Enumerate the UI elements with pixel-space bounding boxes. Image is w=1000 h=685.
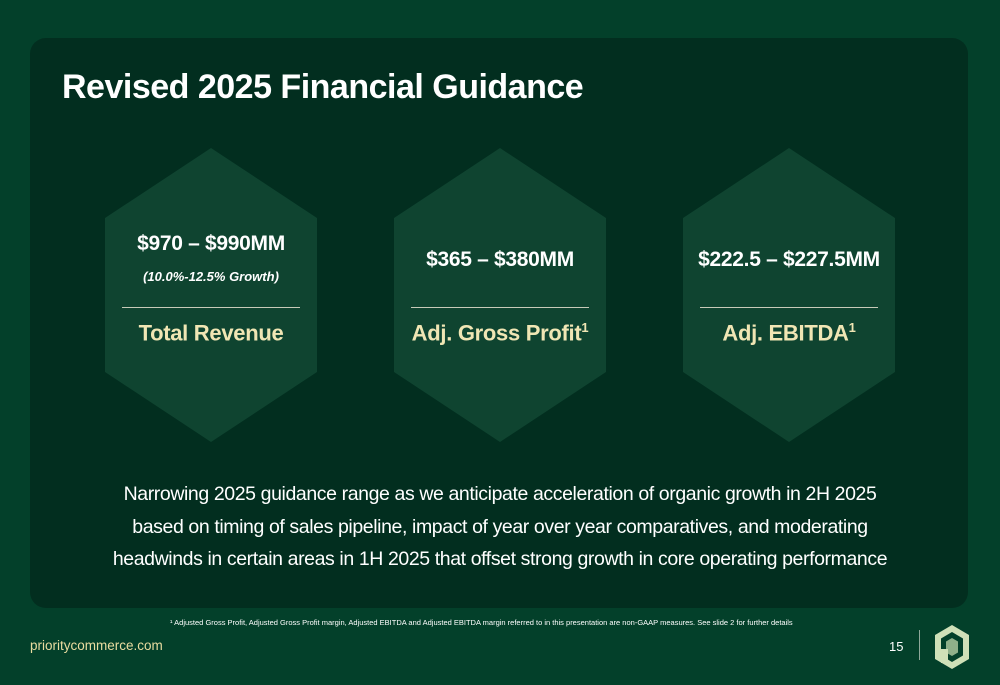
hexagon-shape — [394, 148, 606, 442]
card-subtext: (10.0%-12.5% Growth) — [143, 269, 279, 284]
priority-logo-icon — [935, 625, 969, 669]
guidance-narrative: Narrowing 2025 guidance range as we anti… — [60, 478, 940, 576]
guidance-card-revenue: $970 – $990MM (10.0%-12.5% Growth) Total… — [105, 148, 317, 442]
narrative-line: headwinds in certain areas in 1H 2025 th… — [112, 548, 888, 570]
footnote-mark: 1 — [581, 320, 589, 335]
card-value: $222.5 – $227.5MM — [698, 248, 880, 271]
hexagon-shape — [105, 148, 317, 442]
guidance-card-ebitda: $222.5 – $227.5MM Adj. EBITDA1 — [683, 148, 895, 442]
footnote-text: ¹ Adjusted Gross Profit, Adjusted Gross … — [170, 618, 793, 627]
card-metric-label: Total Revenue — [138, 320, 284, 346]
card-metric-label: Adj. EBITDA1 — [722, 320, 856, 346]
slide-title: Revised 2025 Financial Guidance — [62, 68, 584, 106]
card-value: $365 – $380MM — [426, 248, 574, 271]
card-value: $970 – $990MM — [137, 232, 285, 255]
card-metric-label: Adj. Gross Profit1 — [411, 320, 589, 346]
narrative-line: based on timing of sales pipeline, impac… — [132, 515, 868, 538]
card-divider — [700, 307, 878, 308]
card-divider — [411, 307, 589, 308]
website-link[interactable]: prioritycommerce.com — [30, 638, 163, 653]
footnote-mark: 1 — [848, 320, 856, 335]
page-number: 15 — [889, 639, 904, 654]
footer-divider — [919, 630, 920, 660]
narrative-line: Narrowing 2025 guidance range as we anti… — [123, 483, 877, 505]
hexagon-shape — [683, 148, 895, 442]
card-divider — [122, 307, 300, 308]
guidance-card-gross-profit: $365 – $380MM Adj. Gross Profit1 — [394, 148, 606, 442]
